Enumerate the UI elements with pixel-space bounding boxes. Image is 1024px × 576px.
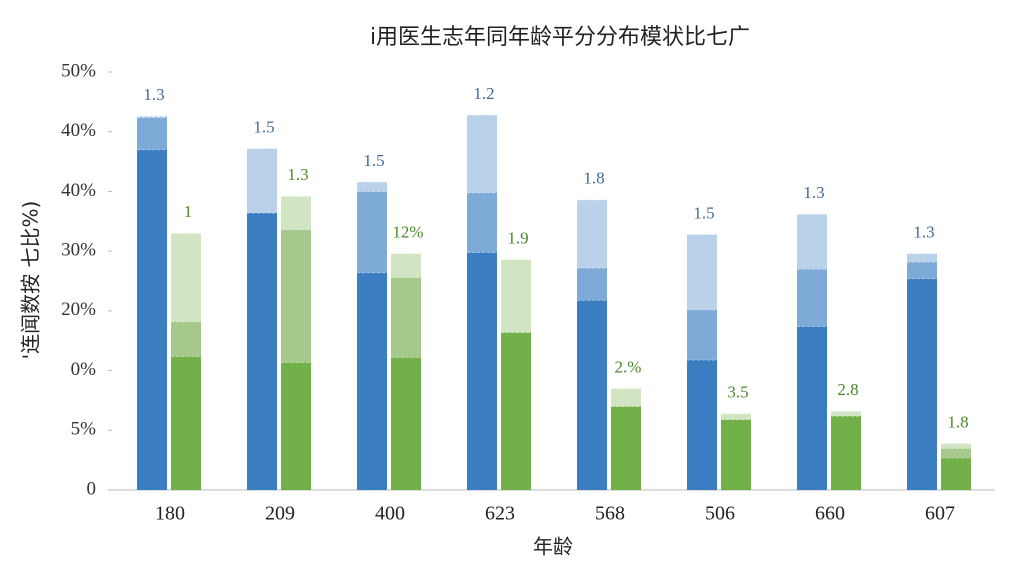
bar-segment: [281, 362, 311, 490]
x-tick-label: 400: [375, 503, 405, 525]
bar-segment: [831, 415, 861, 490]
bar-segment: [941, 457, 971, 490]
bar-segment: [941, 448, 971, 458]
bar-segment: [171, 233, 201, 322]
chart-title: i用医生志年同年龄平分分布模状比七广: [370, 25, 750, 50]
bar-segment: [171, 321, 201, 357]
x-tick-label: 568: [595, 503, 625, 525]
bar-annotation: 1.9: [507, 228, 528, 247]
bar-segment: [721, 419, 751, 490]
bar-annotation: 1.8: [947, 412, 968, 431]
bar-segment: [797, 214, 827, 270]
bar-annotation: 1.3: [143, 85, 164, 104]
bar-annotation: 2.%: [615, 357, 642, 376]
bar-segment: [577, 300, 607, 490]
bar-annotation: 1.5: [253, 117, 274, 136]
bar-annotation: 1.3: [287, 165, 308, 184]
bar-segment: [687, 359, 717, 490]
y-tick-label: 20%: [61, 299, 96, 320]
bar-segment: [467, 192, 497, 253]
bar-segment: [357, 272, 387, 490]
bar-segment: [501, 332, 531, 490]
bar-annotation: 12%: [392, 222, 423, 241]
bar-segment: [577, 267, 607, 301]
bar-segment: [797, 326, 827, 490]
bar-segment: [501, 259, 531, 333]
bar-annotation: 1.8: [583, 169, 604, 188]
x-axis-title: 年龄: [533, 535, 573, 559]
bar-segment: [907, 253, 937, 262]
bar-segment: [391, 357, 421, 490]
bar-annotation: 2.8: [837, 380, 858, 399]
bar-segment: [281, 196, 311, 230]
bar-segment: [281, 229, 311, 363]
y-tick-label: 50%: [61, 60, 96, 81]
bar-annotation: 1: [184, 202, 193, 221]
bar-segment: [137, 116, 167, 118]
x-tick-label: 180: [155, 503, 185, 525]
y-axis-title: '连闻数按 七比%): [19, 201, 43, 360]
x-tick-label: 660: [815, 503, 845, 525]
bar-annotation: 3.5: [727, 382, 748, 401]
bar-segment: [831, 411, 861, 416]
x-tick-label: 209: [265, 503, 295, 525]
bar-segment: [797, 269, 827, 327]
bar-segment: [611, 388, 641, 407]
bar-segment: [391, 253, 421, 278]
x-tick-label: 506: [705, 503, 735, 525]
bar-segment: [721, 413, 751, 420]
bar-segment: [467, 114, 497, 193]
bar-annotation: 1.5: [363, 151, 384, 170]
y-tick-label: 0%: [71, 359, 97, 380]
bar-segment: [357, 181, 387, 192]
x-tick-label: 607: [925, 503, 955, 525]
bar-annotation: 1.2: [473, 84, 494, 103]
y-tick-label: 30%: [61, 240, 96, 261]
bar-segment: [357, 191, 387, 273]
bar-annotation: 1.5: [693, 203, 714, 222]
bar-segment: [137, 149, 167, 490]
bar-segment: [907, 278, 937, 490]
bar-segment: [577, 199, 607, 268]
bar-segment: [247, 148, 277, 213]
bar-segment: [391, 277, 421, 358]
bar-segment: [687, 309, 717, 360]
y-tick-label: 5%: [71, 419, 97, 440]
bar-segment: [687, 234, 717, 310]
bar-annotation: 1.3: [913, 222, 934, 241]
bar-segment: [247, 212, 277, 490]
bar-segment: [467, 252, 497, 490]
bar-segment: [941, 443, 971, 449]
x-tick-label: 623: [485, 503, 515, 525]
y-tick-label: 40%: [61, 180, 96, 201]
bar-segment: [907, 261, 937, 279]
bar-annotation: 1.3: [803, 183, 824, 202]
y-tick-label: 40%: [61, 120, 96, 141]
y-tick-label: 0: [87, 478, 97, 499]
bar-segment: [137, 117, 167, 150]
bar-segment: [171, 356, 201, 490]
bar-segment: [611, 406, 641, 490]
